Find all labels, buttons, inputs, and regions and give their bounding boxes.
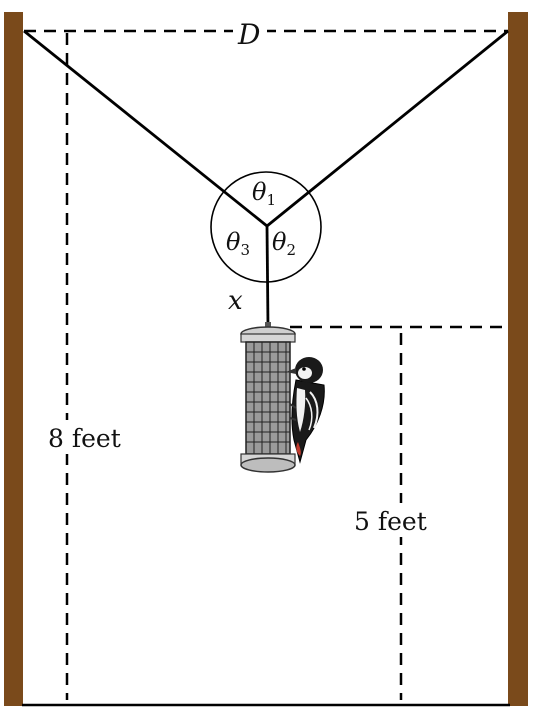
pole-height-label-backing xyxy=(46,420,136,454)
hanging-rope xyxy=(265,225,270,328)
right-rope xyxy=(266,29,509,228)
feeder-height-label: 5 feet xyxy=(354,507,427,536)
woodpecker-icon xyxy=(286,357,325,464)
left-pole xyxy=(4,12,23,706)
feeder-height-label-backing xyxy=(352,503,442,537)
right-pole xyxy=(508,12,528,706)
pole-height-label: 8 feet xyxy=(48,424,121,453)
distance-label-backing xyxy=(233,18,267,48)
angle-2-label: θ2 xyxy=(272,228,296,259)
rope-length-label: x xyxy=(228,286,243,316)
angle-1-label: θ1 xyxy=(252,178,276,209)
angle-3-label: θ3 xyxy=(226,228,250,259)
bird-feeder-icon xyxy=(240,322,296,473)
distance-label: D xyxy=(237,18,260,51)
left-rope xyxy=(23,29,268,228)
angle-circle xyxy=(210,171,322,283)
